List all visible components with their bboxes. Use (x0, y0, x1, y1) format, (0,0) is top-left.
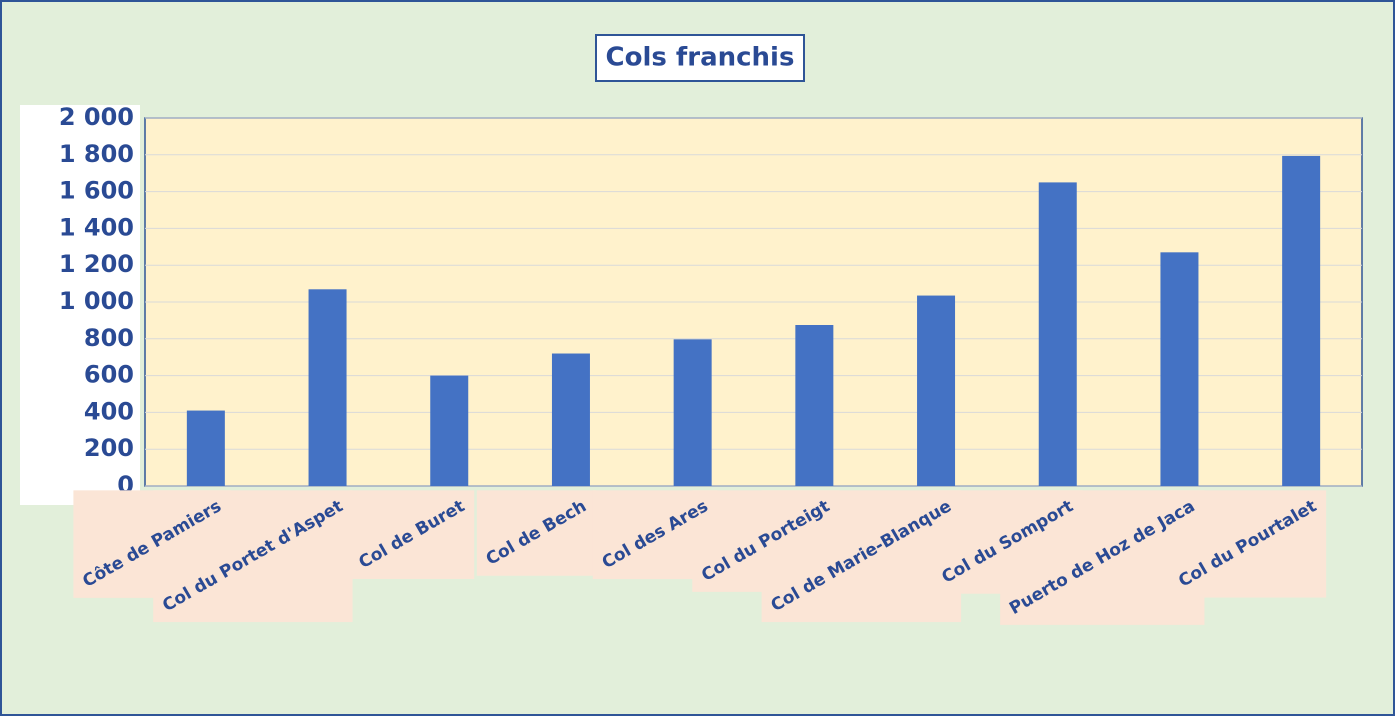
bar (430, 375, 469, 486)
bar (1160, 252, 1199, 486)
y-tick-label: 1 200 (59, 250, 134, 278)
x-label-background (761, 490, 962, 623)
x-label-background (349, 490, 475, 579)
y-tick-label: 1 800 (59, 140, 134, 168)
y-label-background (20, 105, 140, 505)
bar (917, 295, 956, 486)
y-tick-label: 400 (84, 397, 134, 425)
y-tick-label: 1 000 (59, 287, 134, 315)
y-tick-label: 200 (84, 434, 134, 462)
y-tick-label: 600 (84, 361, 134, 389)
x-label-background (153, 490, 353, 623)
y-tick-label: 1 600 (59, 177, 134, 205)
title-box (595, 34, 805, 82)
bar (308, 289, 347, 486)
y-tick-label: 800 (84, 324, 134, 352)
bar (673, 339, 712, 486)
bar (1282, 155, 1321, 487)
x-label-background (1169, 490, 1327, 598)
bar (186, 410, 225, 486)
x-label-background (476, 490, 596, 576)
bar (1038, 182, 1077, 486)
y-tick-label: 2 000 (59, 103, 134, 131)
bar (551, 353, 590, 486)
bar (795, 325, 834, 486)
y-tick-label: 1 400 (59, 213, 134, 241)
chart-title: Cols franchis (606, 43, 795, 73)
